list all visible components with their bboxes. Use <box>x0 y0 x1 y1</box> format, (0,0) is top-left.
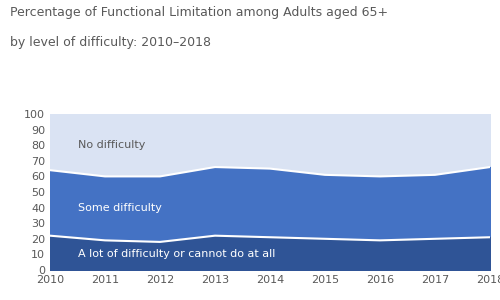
Text: A lot of difficulty or cannot do at all: A lot of difficulty or cannot do at all <box>78 249 275 260</box>
Text: Percentage of Functional Limitation among Adults aged 65+: Percentage of Functional Limitation amon… <box>10 6 388 19</box>
Text: No difficulty: No difficulty <box>78 140 145 150</box>
Text: by level of difficulty: 2010–2018: by level of difficulty: 2010–2018 <box>10 36 211 49</box>
Text: Some difficulty: Some difficulty <box>78 202 162 213</box>
